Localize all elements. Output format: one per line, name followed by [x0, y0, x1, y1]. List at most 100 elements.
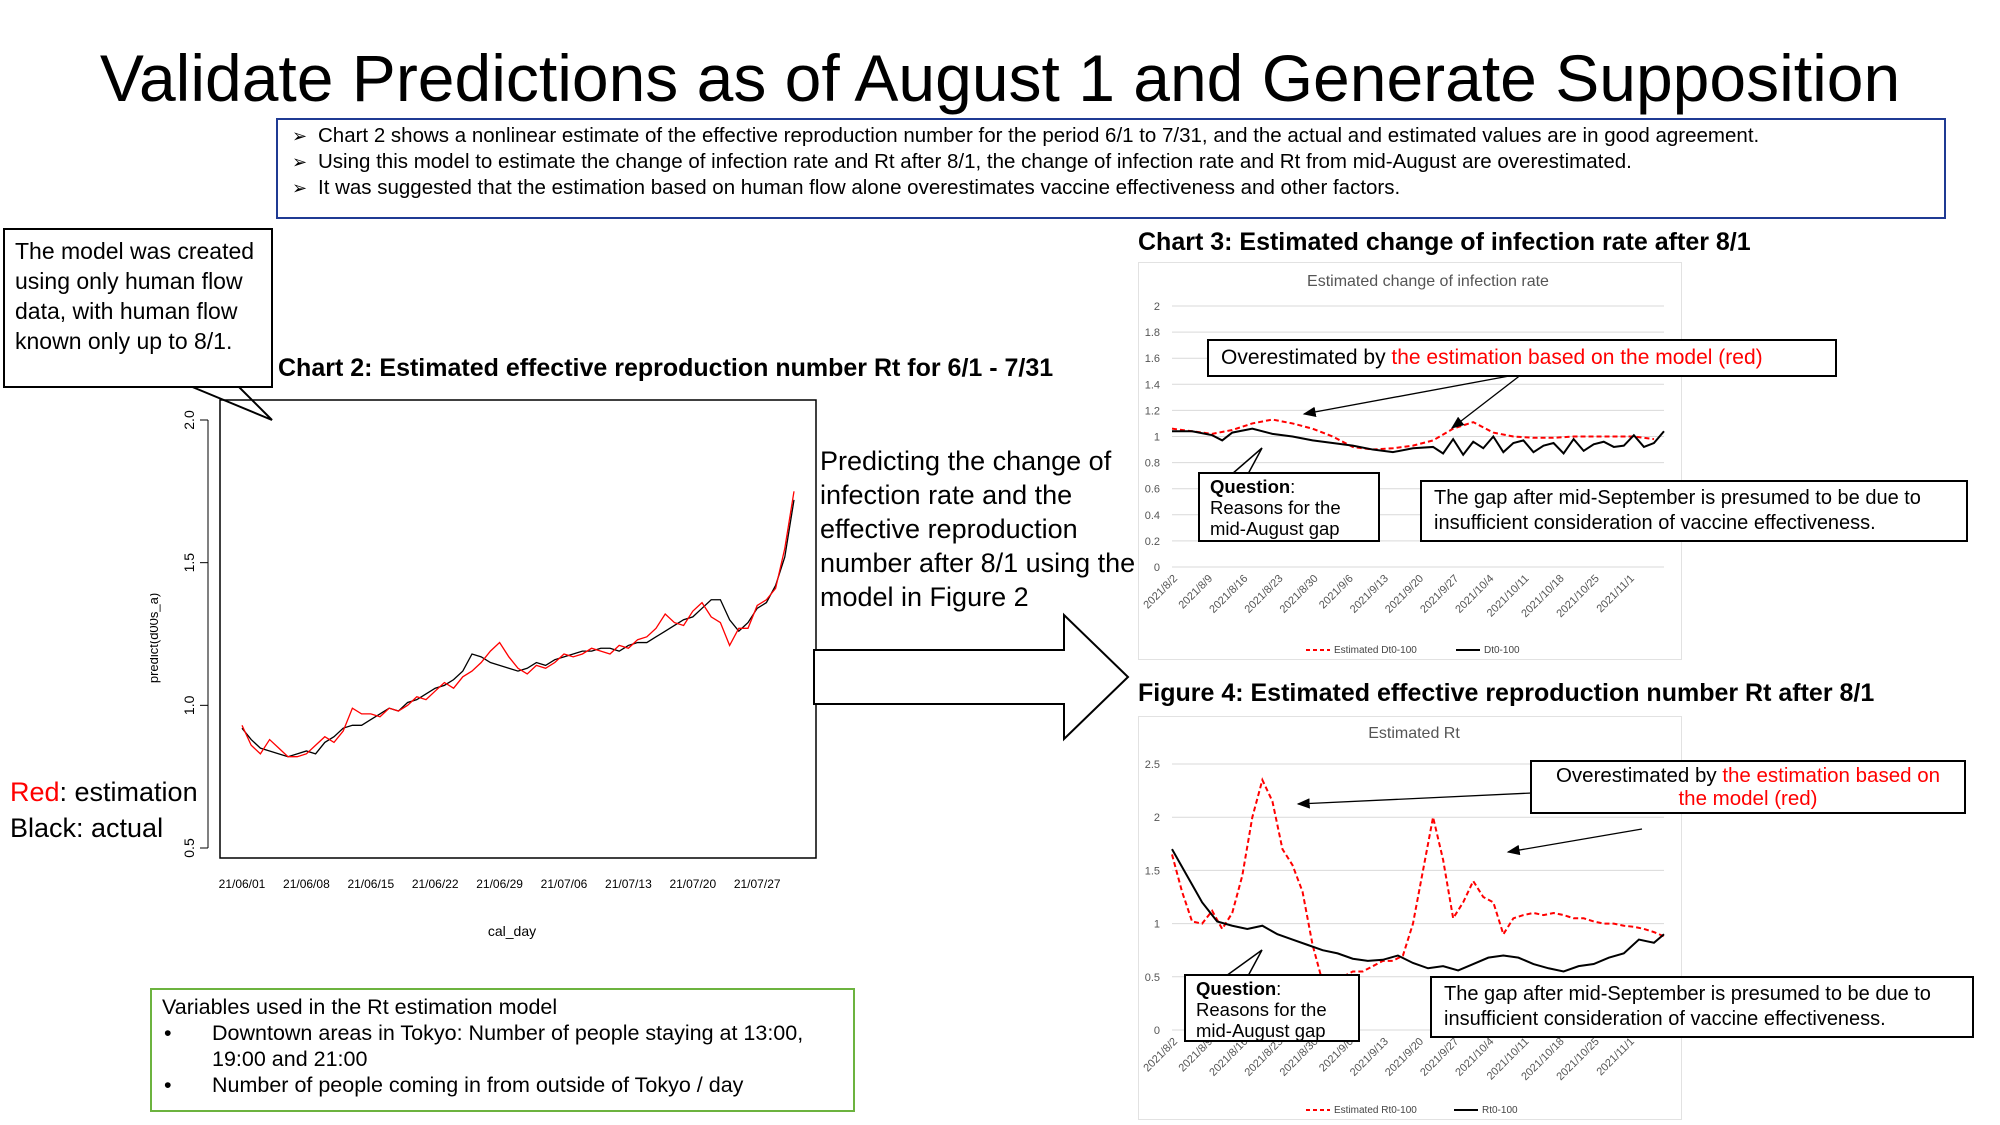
chart2-plot-frame — [219, 399, 817, 859]
figure4-question-colon: : — [1276, 978, 1282, 999]
chart2-x-tick-label: 21/07/27 — [734, 877, 781, 891]
chart3-legend-estimated: Estimated Dt0-100 — [1334, 645, 1417, 656]
chart3-y-tick-label: 0.2 — [1145, 536, 1160, 548]
figure4-estimated-line — [1171, 777, 1665, 989]
chart3-y-tick-label: 0.6 — [1145, 484, 1160, 496]
chart3-y-tick-label: 0 — [1154, 562, 1160, 574]
predict-text: Predicting the change of infection rate … — [820, 446, 1136, 612]
chart2-y-tick-label: 1.0 — [181, 695, 197, 715]
chart3-panel — [1138, 262, 1682, 660]
chart3-y-tick-label: 1 — [1154, 432, 1160, 444]
variable-item: Downtown areas in Tokyo: Number of peopl… — [162, 1020, 843, 1072]
chart2-x-tick-label: 21/07/20 — [669, 877, 716, 891]
figure4-y-tick-label: 0.5 — [1145, 972, 1160, 984]
variables-box: Variables used in the Rt estimation mode… — [150, 988, 855, 1112]
figure4-title: Estimated Rt — [1368, 725, 1460, 742]
chart3-x-tick-label: 2021/11/1 — [1594, 573, 1637, 616]
chart2-x-tick-label: 21/06/15 — [347, 877, 394, 891]
figure4-overestimate-prefix: Overestimated by — [1555, 764, 1723, 787]
chart2-actual-line — [241, 499, 795, 758]
chart3-question-bold: Question — [1210, 476, 1291, 497]
legend-note: Red: estimation Black: actual — [10, 774, 198, 846]
figure4-overestimate-callout: Overestimated by the estimation based on… — [1530, 760, 1966, 814]
chart2-y-tick-label: 0.5 — [181, 838, 197, 858]
chart2-heading: Chart 2: Estimated effective reproductio… — [278, 354, 1054, 382]
chart3-question-colon: : — [1290, 476, 1296, 497]
chart3-legend: Estimated Dt0-100 Dt0-100 — [1306, 645, 1520, 656]
figure4-y-tick-label: 1.5 — [1145, 865, 1160, 877]
chart3-y-tick-label: 1.8 — [1145, 327, 1160, 339]
chart3-plot: Estimated change of infection rate 00.20… — [1141, 273, 1665, 656]
chart3-y-tick-label: 0.8 — [1145, 458, 1160, 470]
figure4-overestimate-red: the estimation based on the model (red) — [1678, 764, 1941, 810]
figure4-y-tick-label: 0 — [1154, 1025, 1160, 1037]
right-arrow-icon — [813, 612, 1130, 742]
figure4-question-line: Reasons for the — [1196, 999, 1327, 1020]
chart3-question-callout: Question: Reasons for the mid-August gap — [1198, 472, 1380, 542]
figure4-x-axis: 2021/8/22021/8/92021/8/162021/8/232021/8… — [1141, 1036, 1637, 1083]
chart2-x-axis: 21/06/01 21/06/08 21/06/15 21/06/22 21/06/29… — [219, 877, 781, 891]
figure4-question-bold: Question — [1196, 978, 1277, 999]
chart3-heading: Chart 3: Estimated change of infection r… — [1138, 228, 1751, 256]
chart2-estimated-line — [241, 491, 795, 758]
chart3-overestimate-red: the estimation based on the model (red) — [1391, 346, 1763, 369]
chart2-x-tick-label: 21/06/08 — [283, 877, 330, 891]
figure4-x-tick-label: 2021/11/1 — [1594, 1036, 1637, 1079]
summary-bullet: Chart 2 shows a nonlinear estimate of th… — [286, 123, 1936, 149]
summary-bullet: It was suggested that the estimation bas… — [286, 175, 1936, 201]
figure4-question-callout: Question: Reasons for the mid-August gap — [1184, 974, 1360, 1042]
variable-item: Number of people coming in from outside … — [162, 1072, 843, 1098]
figure4-legend-actual: Rt0-100 — [1482, 1105, 1518, 1116]
chart2-x-tick-label: 21/06/29 — [476, 877, 523, 891]
chart2-x-label: cal_day — [488, 923, 536, 939]
chart3-x-tick-label: 2021/8/30 — [1278, 573, 1321, 616]
chart3-x-axis: 2021/8/22021/8/92021/8/162021/8/232021/8… — [1141, 573, 1637, 620]
figure4-gap-note: The gap after mid-September is presumed … — [1430, 976, 1974, 1038]
chart2-x-tick-label: 21/06/22 — [412, 877, 459, 891]
variables-title: Variables used in the Rt estimation mode… — [162, 995, 558, 1019]
figure4-actual-line — [1171, 848, 1665, 973]
summary-box: Chart 2 shows a nonlinear estimate of th… — [276, 118, 1946, 219]
legend-black-label: Black: actual — [10, 813, 164, 843]
chart3-actual-line — [1172, 427, 1665, 457]
figure4-question-line: mid-August gap — [1196, 1020, 1326, 1041]
legend-red-rest: : estimation — [59, 777, 198, 807]
chart2-y-tick-label: 2.0 — [181, 410, 197, 430]
chart3-y-tick-label: 0.4 — [1145, 510, 1160, 522]
legend-red-label: Red — [10, 777, 60, 807]
chart3-question-line: mid-August gap — [1210, 518, 1340, 539]
chart3-y-tick-label: 1.6 — [1145, 353, 1160, 365]
chart3-title: Estimated change of infection rate — [1307, 273, 1549, 290]
chart3-question-line: Reasons for the — [1210, 497, 1341, 518]
chart2-y-label: predict(d00s_a) — [150, 593, 161, 683]
chart3-gap-note: The gap after mid-September is presumed … — [1420, 480, 1968, 542]
chart3-series — [1171, 418, 1665, 457]
figure4-heading: Figure 4: Estimated effective reproducti… — [1138, 679, 1875, 707]
chart3-estimated-line — [1171, 418, 1655, 451]
figure4-legend-estimated: Estimated Rt0-100 — [1334, 1105, 1417, 1116]
figure4-plot: Estimated Rt 00.511.522.5 2021/8/22021/8… — [1141, 725, 1665, 1116]
figure4-y-tick-label: 2 — [1154, 812, 1160, 824]
chart2-x-tick-label: 21/07/13 — [605, 877, 652, 891]
chart3-x-tick-label: 2021/8/2 — [1141, 573, 1180, 612]
chart3-overestimate-callout: Overestimated by the estimation based on… — [1207, 339, 1837, 377]
chart3-y-tick-label: 1.2 — [1145, 405, 1160, 417]
figure4-legend: Estimated Rt0-100 Rt0-100 — [1306, 1105, 1518, 1116]
chart2-x-tick-label: 21/07/06 — [541, 877, 588, 891]
model-note-callout: The model was created using only human f… — [3, 228, 273, 388]
chart3-y-tick-label: 1.4 — [1145, 379, 1160, 391]
chart2-y-axis: 0.5 1.0 1.5 2.0 — [181, 410, 209, 858]
chart2-series — [241, 491, 795, 758]
summary-bullet: Using this model to estimate the change … — [286, 149, 1936, 175]
figure4-y-axis: 0 0.5 1 1.5 2 2.5 — [1145, 759, 1160, 1037]
figure4-y-tick-label: 1 — [1154, 919, 1160, 931]
chart3-overestimate-prefix: Overestimated by — [1221, 346, 1392, 369]
chart3-y-tick-label: 2 — [1154, 301, 1160, 313]
chart2-plot: 0.51.01.52.0 21/06/01 21/06/08 21/06/15 21/… — [150, 399, 817, 939]
figure4-series — [1171, 777, 1665, 989]
chart2-y-tick-label: 1.5 — [181, 553, 197, 573]
slide-title: Validate Predictions as of August 1 and … — [99, 41, 1901, 115]
figure4-x-tick-label: 2021/8/2 — [1141, 1036, 1180, 1075]
chart3-legend-actual: Dt0-100 — [1484, 645, 1520, 656]
chart3-y-axis: 0 0.2 0.4 0.6 0.8 1 1.2 1.4 1.6 1.8 2 — [1145, 301, 1160, 574]
